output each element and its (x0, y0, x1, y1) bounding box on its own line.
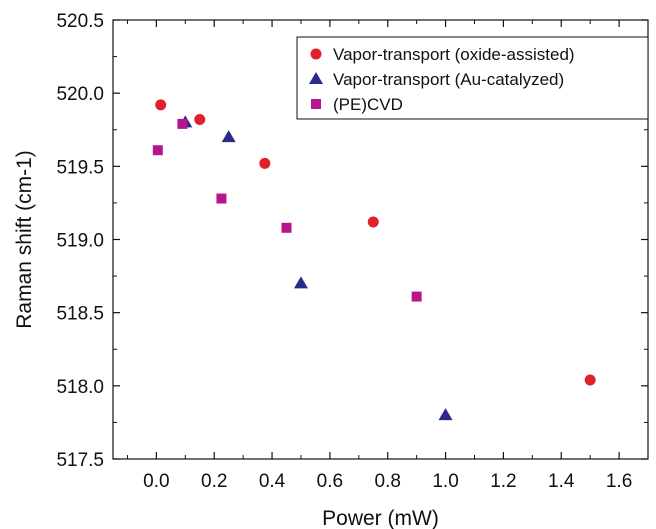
x-tick-label: 0.8 (375, 471, 401, 492)
data-points (152, 99, 596, 421)
legend-label-1: Vapor-transport (Au-catalyzed) (333, 70, 564, 89)
x-tick-label: 0.2 (201, 471, 227, 492)
x-axis: 0.0 0.2 0.4 0.6 0.8 1.0 1.2 1.4 1.6 (126, 20, 649, 492)
y-tick-label: 519.5 (56, 157, 104, 178)
legend-box (296, 36, 649, 120)
y-tick-label: 517.5 (56, 450, 104, 471)
series-1-point (221, 130, 236, 143)
y-tick-label: 519.0 (56, 231, 104, 252)
x-tick-label: 1.0 (432, 471, 458, 492)
legend-marker-2 (311, 99, 321, 109)
y-axis: 517.5 518.0 518.5 519.0 519.5 520.0 520.5 (56, 11, 648, 471)
series-2-point (152, 145, 163, 156)
x-tick-label: 0.0 (143, 471, 169, 492)
legend-marker-1 (309, 72, 323, 84)
legend: Vapor-transport (oxide-assisted) Vapor-tr… (296, 36, 649, 120)
y-tick-label: 520.5 (56, 11, 104, 32)
series-0-point (367, 216, 379, 228)
y-axis-title: Raman shift (cm-1) (13, 150, 36, 329)
series-0-point (155, 99, 167, 111)
y-tick-label: 518.5 (56, 304, 104, 325)
series-1-point (438, 408, 453, 421)
series-1-point (293, 276, 308, 289)
x-axis-title: Power (mW) (322, 507, 439, 529)
series-0-point (194, 114, 206, 126)
series-2-point (411, 291, 422, 302)
legend-marker-0 (310, 48, 322, 60)
legend-label-0: Vapor-transport (oxide-assisted) (333, 45, 575, 64)
series-2-point (177, 118, 188, 129)
x-tick-label: 1.4 (548, 471, 575, 492)
y-tick-label: 520.0 (56, 84, 104, 105)
x-tick-label: 0.4 (259, 471, 286, 492)
series-0-point (584, 374, 596, 386)
x-tick-label: 1.6 (606, 471, 632, 492)
series-2-point (281, 222, 292, 233)
series-2-point (216, 193, 227, 204)
x-tick-label: 1.2 (490, 471, 516, 492)
x-tick-label: 0.6 (317, 471, 343, 492)
series-0-point (259, 157, 271, 169)
legend-label-2: (PE)CVD (333, 95, 403, 114)
y-tick-label: 518.0 (56, 377, 104, 398)
